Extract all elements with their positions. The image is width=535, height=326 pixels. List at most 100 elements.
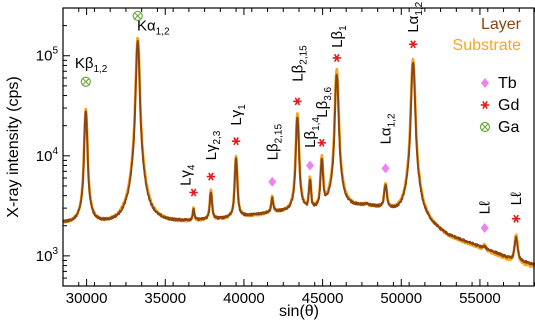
peak-label-base: Lβ [314, 100, 331, 117]
x-tick-label: 40000 [223, 290, 265, 307]
annotations-group: Kβ1,2Kα1,2Lγ4Lγ2,3Lγ1Lβ2,15Lβ2,15Lβ1,4Lβ… [75, 1, 525, 214]
circle-x-ring [479, 121, 491, 133]
legend-item-layer: Layer [481, 16, 522, 33]
legend-item-substrate: Substrate [453, 37, 522, 54]
y-tick-label: 104 [36, 146, 59, 165]
diamond-marker [268, 176, 277, 187]
legend-symbol-tb [481, 78, 489, 88]
y-tick-label-base: 10 [36, 148, 53, 165]
series-line-layer [63, 39, 535, 266]
asterisk-marker [317, 138, 327, 147]
peak-label-base: Lγ [203, 144, 220, 160]
markers-group [80, 10, 521, 233]
diamond-marker [306, 160, 315, 171]
circle-x-stroke [82, 78, 90, 86]
peak-label-sub: 2,3 [212, 130, 223, 144]
circle-x-ring [80, 76, 91, 87]
diamond-shape [480, 222, 489, 233]
asterisk-stroke [190, 188, 197, 197]
asterisk-marker [332, 53, 341, 63]
peak-label-base: Lα [378, 127, 395, 144]
asterisk-stroke [208, 172, 214, 181]
peak-label-base: Lβ [329, 30, 346, 47]
asterisk-stroke [233, 137, 239, 146]
peak-label-base: Lγ [228, 109, 245, 125]
asterisk-stroke [333, 53, 340, 63]
peak-label: Kα1,2 [137, 18, 170, 38]
peak-label: Lγ2,3 [203, 130, 223, 160]
peak-label-base: Kβ [75, 55, 94, 72]
y-tick-label-exp: 4 [52, 146, 58, 157]
asterisk-marker [408, 40, 418, 49]
peak-label: Lγ1 [228, 104, 248, 126]
peak-label-sub: 2,15 [273, 124, 284, 144]
axes-group: 30000 35000 40000 45000 50000 55000103104105s… [5, 7, 535, 320]
peak-label: Kβ1,2 [75, 55, 108, 75]
peak-label-sub: 2,15 [298, 45, 309, 65]
peak-label-sub: 1,2 [93, 64, 107, 75]
y-tick-label-exp: 5 [52, 46, 58, 57]
asterisk-stroke [482, 100, 488, 110]
x-tick-label: 35000 [144, 290, 186, 307]
asterisk-stroke [410, 40, 416, 49]
peak-label: Lα1,2 [378, 113, 398, 144]
peak-label-sub: 1,2 [387, 113, 398, 127]
peak-label: Lα1,2 [405, 1, 425, 32]
x-tick-label: 55000 [459, 290, 501, 307]
peak-label-sub: 3,6 [323, 86, 334, 100]
peak-label-base: Lβ [289, 64, 306, 81]
diamond-shape [306, 160, 315, 171]
circle-x-marker [132, 10, 143, 22]
legend-symbol-gd [480, 100, 490, 110]
peak-label: Lβ3,6 [314, 86, 334, 117]
legend-label-gd: Gd [498, 97, 519, 114]
diamond-marker [480, 222, 489, 233]
circle-x-marker [80, 76, 91, 87]
peak-label-base: Kα [137, 18, 156, 35]
circle-x-stroke [134, 12, 142, 20]
peak-label: Lγ4 [178, 164, 198, 186]
circle-x-ring [132, 10, 143, 22]
peak-label-base: Lℓ [477, 201, 494, 214]
peak-label: Lℓ [508, 192, 525, 205]
peak-label-sub: 1,2 [414, 1, 425, 15]
asterisk-marker [189, 188, 198, 197]
peak-label-base: Lℓ [508, 192, 525, 205]
y-tick-label: 105 [36, 46, 59, 65]
asterisk-stroke [513, 214, 519, 223]
peak-label-base: Lβ [302, 131, 319, 148]
diamond-marker [381, 163, 390, 174]
circle-x-stroke [481, 123, 489, 131]
peak-label: Lβ2,15 [264, 124, 284, 161]
legend-group: Layer Substrate Tb Gd Ga [453, 16, 522, 136]
peak-label: Lℓ [477, 201, 494, 214]
peak-label-base: Lγ [178, 170, 195, 186]
peak-label-sub: 1 [237, 104, 248, 110]
peak-label: Lβ1 [329, 25, 349, 48]
x-tick-label: 50000 [380, 290, 422, 307]
peak-label-sub: 1,4 [311, 117, 322, 131]
diamond-shape [381, 163, 390, 174]
peak-label-sub: 1 [338, 25, 349, 31]
peak-label-base: Lα [405, 15, 422, 32]
y-tick-label-exp: 3 [52, 246, 58, 257]
y-tick-label-base: 10 [36, 48, 53, 65]
x-tick-label: 45000 [302, 290, 344, 307]
y-tick-label-base: 10 [36, 248, 53, 265]
x-axis-label: sin(θ) [279, 303, 319, 320]
legend-label-tb: Tb [498, 75, 517, 92]
x-tick-label: 30000 [66, 290, 108, 307]
asterisk-marker [293, 97, 302, 106]
series-group [63, 36, 535, 269]
peak-label-sub: 1,2 [156, 27, 170, 38]
asterisk-stroke [294, 97, 301, 106]
peak-label: Lβ2,15 [289, 45, 309, 82]
asterisk-marker [206, 172, 216, 181]
legend-label-ga: Ga [498, 119, 519, 136]
legend-symbol-ga [479, 121, 491, 133]
peak-label-base: Lβ [264, 143, 281, 160]
y-tick-label: 103 [36, 246, 59, 265]
diamond-shape [481, 78, 489, 88]
